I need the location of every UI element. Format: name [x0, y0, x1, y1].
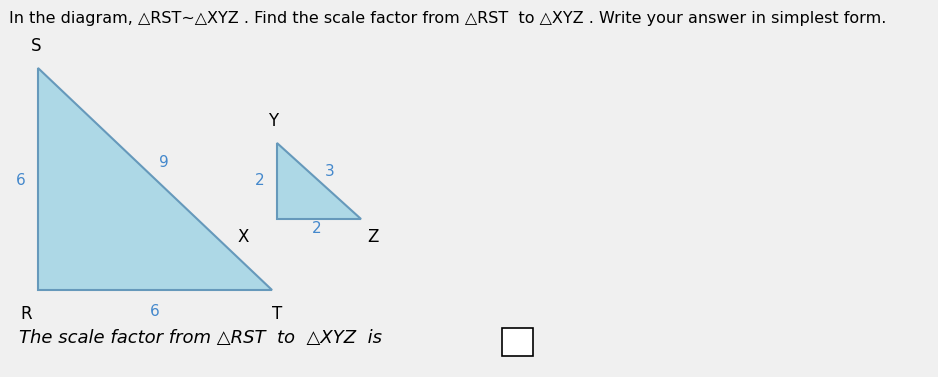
Text: 3: 3 — [325, 164, 335, 179]
Text: 2: 2 — [312, 221, 322, 236]
Text: 9: 9 — [159, 155, 169, 170]
Text: S: S — [30, 37, 41, 55]
Text: 6: 6 — [150, 303, 159, 319]
Text: Y: Y — [268, 112, 278, 130]
Text: R: R — [21, 305, 32, 323]
Polygon shape — [38, 68, 272, 290]
Text: 6: 6 — [16, 173, 25, 188]
Text: 2: 2 — [255, 173, 265, 188]
Text: In the diagram, △RST∼△XYZ . Find the scale factor from △RST  to △XYZ . Write you: In the diagram, △RST∼△XYZ . Find the sca… — [9, 11, 886, 26]
Text: T: T — [272, 305, 281, 323]
FancyBboxPatch shape — [502, 328, 533, 356]
Polygon shape — [277, 143, 361, 219]
Text: Z: Z — [368, 228, 379, 246]
Text: The scale factor from △RST  to  △XYZ  is: The scale factor from △RST to △XYZ is — [19, 329, 382, 347]
Text: X: X — [237, 228, 249, 246]
